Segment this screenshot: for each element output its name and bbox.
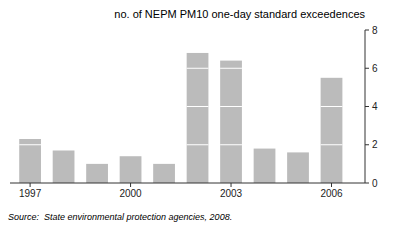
x-tick-label: 2006	[320, 188, 343, 199]
y-tick	[365, 68, 369, 69]
y-tick	[365, 183, 369, 184]
bar	[254, 149, 276, 183]
bar	[86, 164, 108, 183]
bars	[19, 53, 342, 183]
chart: 1997 2000 2003 2006 0 2 4 6 8 no. of NEPM PM10 on…	[0, 0, 397, 227]
bar	[220, 61, 242, 183]
y-tick	[365, 144, 369, 145]
bar	[187, 53, 209, 183]
bar-separator	[187, 68, 209, 69]
y-tick-label: 4	[372, 101, 378, 112]
y-tick	[365, 106, 369, 107]
bar-separator	[220, 144, 242, 145]
bar-separator	[321, 106, 343, 107]
source: Source: State environmental protection a…	[8, 212, 232, 222]
title: no. of NEPM PM10 one-day standard exceed…	[114, 8, 365, 20]
x-tick	[331, 183, 332, 187]
x-tick	[231, 183, 232, 187]
bar-separator	[321, 144, 343, 145]
bar-separator	[187, 106, 209, 107]
bar	[153, 164, 175, 183]
x-tick-label: 1997	[19, 188, 42, 199]
y-tick	[365, 30, 369, 31]
bar-separator	[220, 106, 242, 107]
bar-separator	[19, 144, 41, 145]
bar	[287, 152, 309, 183]
x-tick	[30, 183, 31, 187]
bar	[19, 139, 41, 183]
bar	[53, 150, 75, 183]
x-axis	[10, 183, 365, 184]
bar-separator	[220, 68, 242, 69]
y-tick-label: 2	[372, 139, 378, 150]
bar-separator	[187, 144, 209, 145]
x-tick	[130, 183, 131, 187]
bar	[120, 156, 142, 183]
y-tick-label: 6	[372, 63, 378, 74]
x-tick-label: 2000	[119, 188, 142, 199]
y-tick-label: 0	[372, 178, 378, 189]
x-tick-label: 2003	[220, 188, 243, 199]
bar	[321, 78, 343, 183]
y-tick-label: 8	[372, 25, 378, 36]
